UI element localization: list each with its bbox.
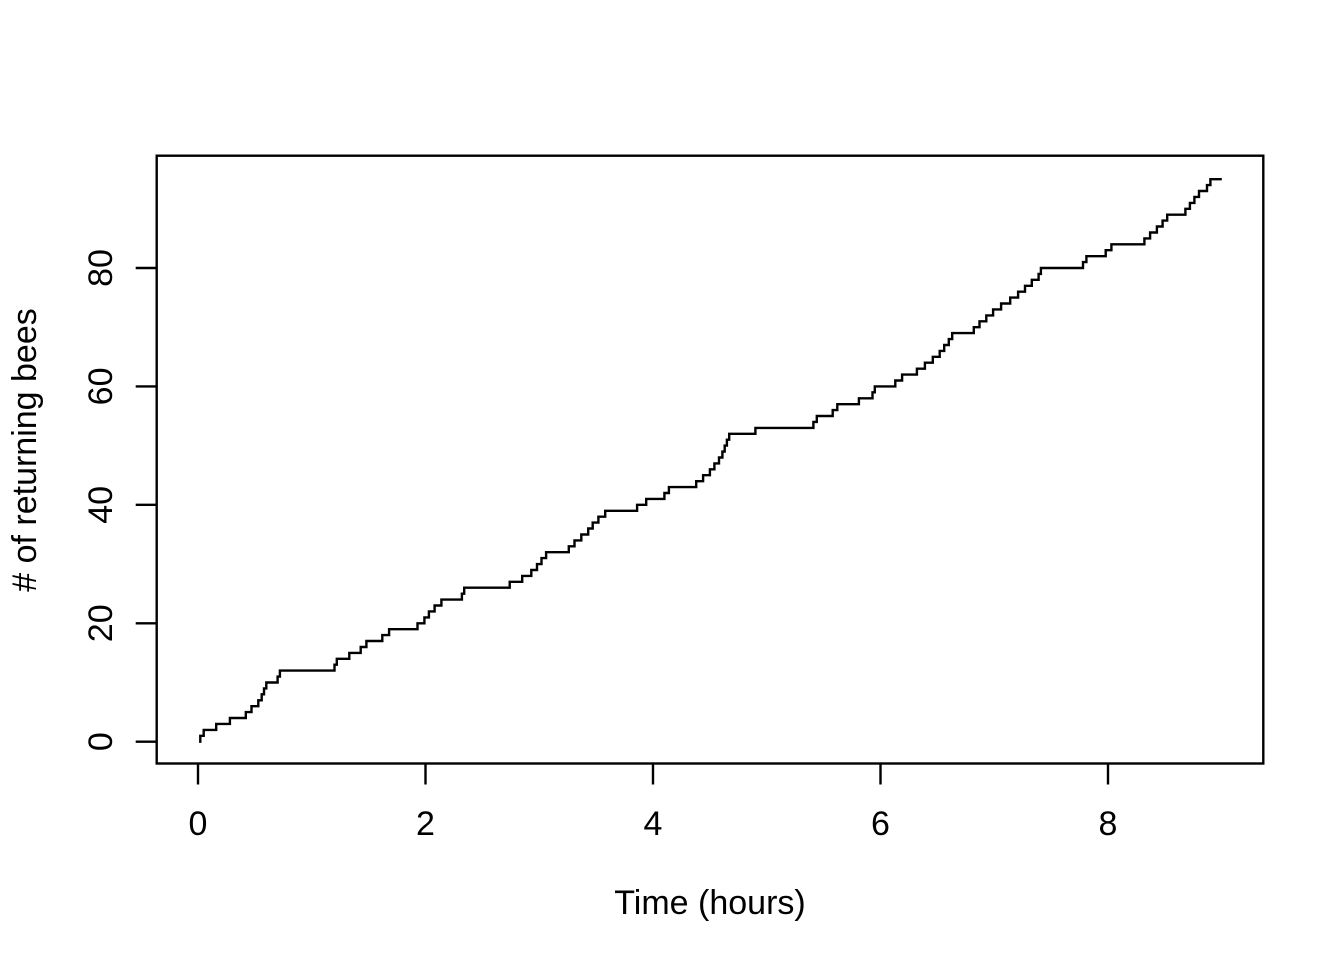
x-tick-label: 4 <box>644 805 663 843</box>
y-tick-label: 0 <box>82 732 120 751</box>
x-tick-label: 6 <box>871 805 890 843</box>
x-tick-label: 0 <box>189 805 208 843</box>
y-tick-label: 40 <box>82 486 120 524</box>
y-tick-label: 80 <box>82 249 120 287</box>
x-tick-label: 2 <box>416 805 435 843</box>
x-tick-label: 8 <box>1099 805 1118 843</box>
y-tick-label: 20 <box>82 604 120 642</box>
y-axis-title: # of returning bees <box>6 308 44 592</box>
x-axis-title: Time (hours) <box>614 884 805 922</box>
step-line <box>199 178 1222 743</box>
plot-frame <box>155 154 1265 765</box>
y-tick-label: 60 <box>82 368 120 406</box>
